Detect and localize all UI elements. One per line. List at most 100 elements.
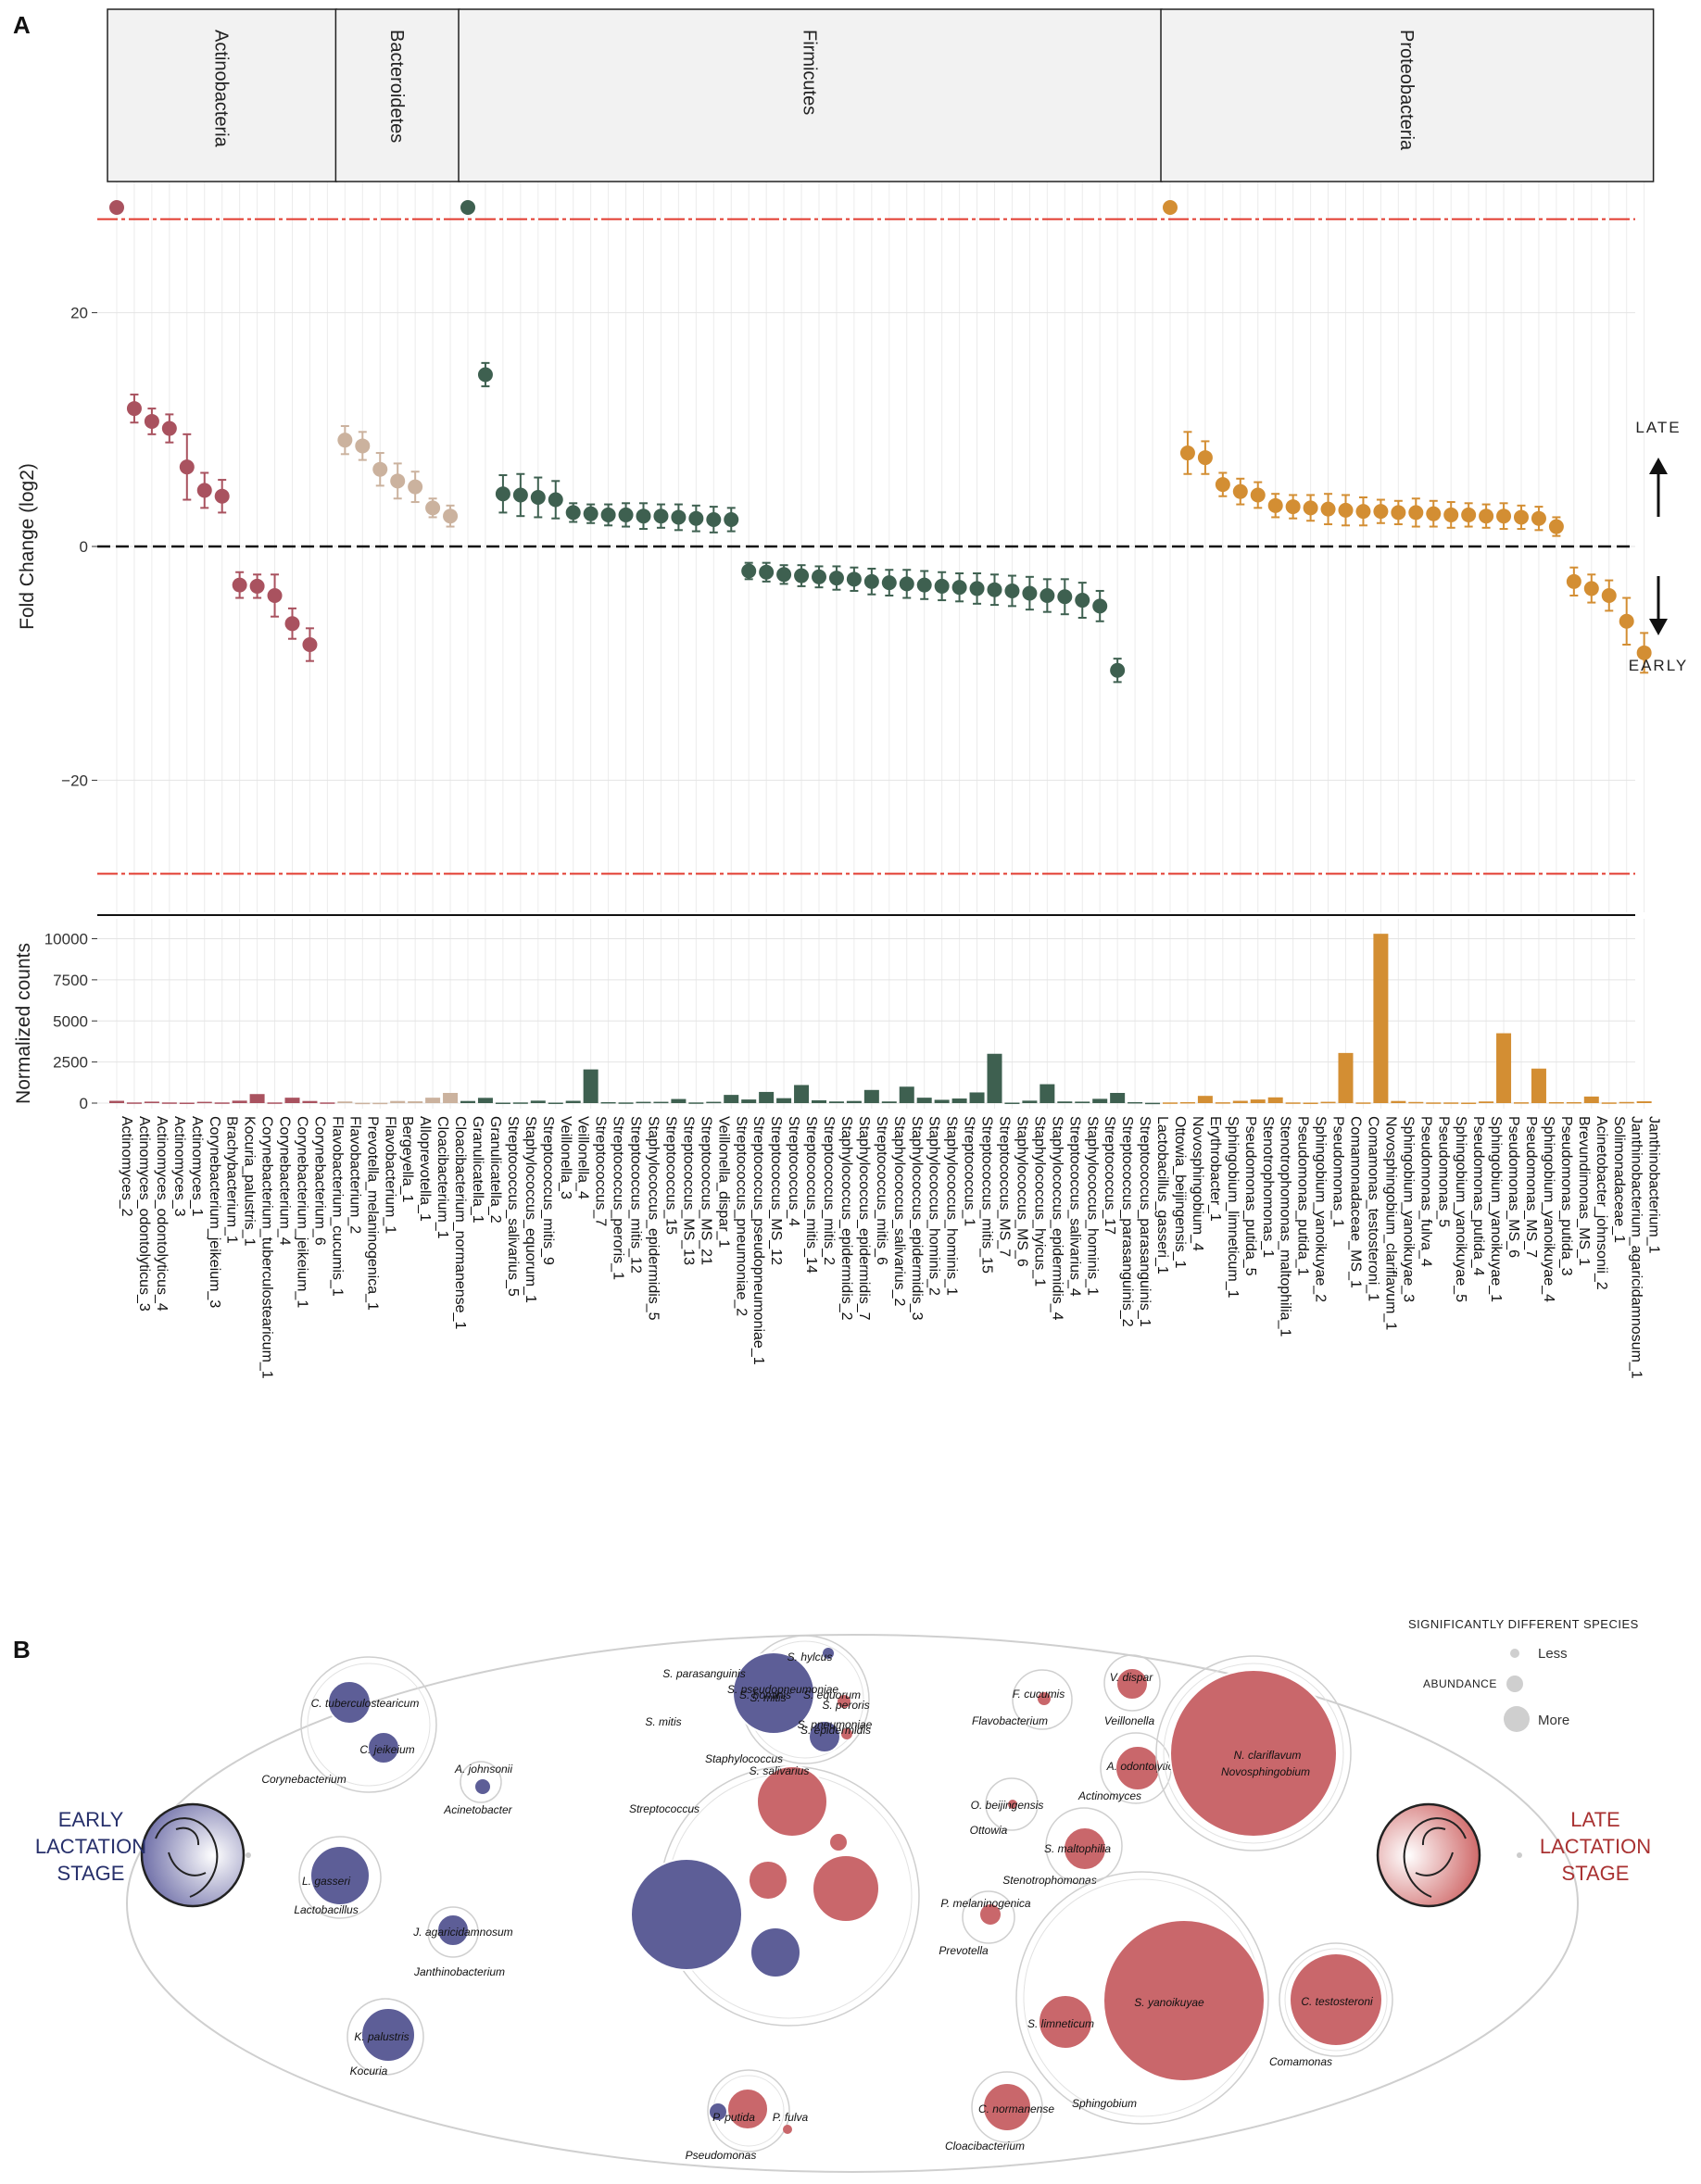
y-tick-label: 20 (70, 305, 88, 322)
genus-label: Actinomyces (1077, 1789, 1141, 1802)
count-bar (1250, 1099, 1266, 1103)
taxon-label: Brevundimonas_MS_1 (1576, 1116, 1592, 1266)
taxon-label: Staphylococcus_epidermidis_7 (856, 1116, 872, 1321)
fold-change-point (232, 577, 247, 593)
count-bar (794, 1085, 810, 1103)
fold-change-point (969, 581, 985, 596)
taxon-label: Staphylococcus_epidermidis_2 (838, 1116, 854, 1321)
bubble-legend: SIGNIFICANTLY DIFFERENT SPECIES Less ABU… (1408, 1617, 1638, 1732)
fold-change-point (671, 509, 687, 525)
genus-circle (962, 1890, 1015, 1944)
phylum-strips: Actinobacteria Bacteroidetes Firmicutes Pro… (107, 8, 1655, 182)
count-bar (688, 1102, 704, 1104)
lactation-ellipse (126, 1634, 1579, 2173)
species-label: S. salivarius (750, 1764, 810, 1777)
count-bar (812, 1099, 826, 1103)
species-label: N. clariflavum (1234, 1749, 1302, 1762)
count-bar (1601, 1102, 1617, 1104)
fold-change-point (812, 569, 826, 584)
fold-change-points (109, 200, 1652, 684)
count-bar (267, 1102, 283, 1104)
species-bubble (309, 1845, 371, 1906)
taxon-label: Prevotella_melaninogenica_1 (364, 1116, 380, 1311)
early-stage-line-1: EARLY (58, 1808, 124, 1831)
taxon-label: Streptococcus_salivarius_5 (505, 1116, 521, 1297)
count-bar (320, 1102, 335, 1104)
fold-change-point (249, 578, 265, 594)
genus-label: Acinetobacter (443, 1803, 512, 1816)
taxon-label: Corynebacterium_4 (277, 1116, 293, 1246)
fold-change-point (530, 489, 546, 505)
taxon-label: Streptococcus_1 (962, 1116, 977, 1226)
species-label: C. jeikeium (359, 1743, 414, 1756)
taxon-label: Streptococcus_peroris_1 (611, 1116, 626, 1280)
species-label: P. fulva (773, 2111, 809, 2124)
fold-change-point (443, 508, 459, 524)
count-bar (934, 1099, 950, 1103)
count-bar (1232, 1100, 1248, 1103)
count-bar (512, 1102, 528, 1104)
species-label: S. pseudopneumoniae (727, 1683, 838, 1696)
y-tick-label: 0 (80, 538, 88, 556)
fold-change-point (1583, 581, 1599, 596)
count-bar (899, 1086, 914, 1103)
taxon-label: Flavobacterium_2 (346, 1116, 362, 1234)
taxon-label: Corynebacterium_jeikeium_3 (207, 1116, 222, 1308)
count-bar (126, 1102, 142, 1104)
count-bar (144, 1101, 159, 1103)
species-label: V. dispar (1110, 1671, 1153, 1684)
fold-change-point (1426, 506, 1442, 521)
count-bar (1267, 1097, 1283, 1103)
count-bar (408, 1101, 423, 1103)
species-label: S. hylcus (788, 1651, 833, 1663)
count-bar (1373, 934, 1389, 1103)
species-bubble (360, 2007, 416, 2063)
fold-change-point (1022, 585, 1038, 601)
species-bubble (823, 1648, 834, 1659)
fold-change-point (1636, 645, 1652, 660)
count-bar (1303, 1102, 1318, 1104)
genus-label: Veillonella (1104, 1714, 1155, 1727)
fold-change-point (1548, 519, 1564, 534)
taxon-label: Sphingobium_yanoikuyae_3 (1400, 1116, 1416, 1302)
species-label: C. testosteroni (1301, 1995, 1373, 2008)
fold-change-point (899, 576, 914, 592)
taxon-label: Stenotrophomonas_maltophilia_1 (1278, 1116, 1293, 1337)
fold-change-point (653, 508, 669, 524)
count-bar (443, 1092, 459, 1103)
count-bar (1215, 1102, 1230, 1104)
taxon-label: Alloprevotella_1 (417, 1116, 433, 1222)
species-bubble (1169, 1669, 1338, 1838)
taxon-label: Pseudomonas_MS_6 (1506, 1116, 1521, 1258)
count-bar (653, 1101, 669, 1104)
taxon-label: Streptococcus_MS_12 (768, 1116, 784, 1265)
taxon-label: Pseudomonas_fulva_4 (1418, 1116, 1433, 1267)
count-bar (161, 1102, 177, 1104)
fold-change-point (1496, 508, 1512, 524)
late-stage-line-1: LATE (1570, 1808, 1619, 1831)
species-bubble (367, 1731, 400, 1764)
taxon-label: Novosphingobium_clariflavum_1 (1382, 1116, 1398, 1330)
count-bar (302, 1100, 318, 1103)
genus-circle (985, 1777, 1039, 1831)
genus-label: Sphingobium (1072, 2097, 1137, 2110)
taxon-label: Pseudomonas_5 (1435, 1116, 1451, 1227)
genus-label: Janthinobacterium (413, 1965, 505, 1978)
count-bar (495, 1102, 510, 1104)
taxon-label: Streptococcus_pneumoniae_2 (733, 1116, 749, 1316)
fold-change-point (1250, 487, 1266, 503)
taxon-label: Pseudomonas_MS_7 (1523, 1116, 1539, 1258)
species-bubble (830, 1834, 847, 1851)
genus-circle (346, 1998, 424, 2076)
legend-more: More (1538, 1713, 1569, 1728)
species-bubble (750, 1927, 801, 1978)
counts-axis-title: Normalized counts (13, 943, 34, 1104)
fold-change-point (302, 637, 318, 653)
taxon-label: Streptococcus_mitis_9 (540, 1116, 556, 1265)
taxon-label: Cloacibacterium_normanense_1 (452, 1116, 468, 1329)
species-label: C. normanense (978, 2102, 1054, 2115)
fold-change-point (1075, 593, 1090, 609)
early-mother-infant-icon (140, 1802, 251, 1908)
early-stage-line-3: STAGE (57, 1862, 125, 1885)
